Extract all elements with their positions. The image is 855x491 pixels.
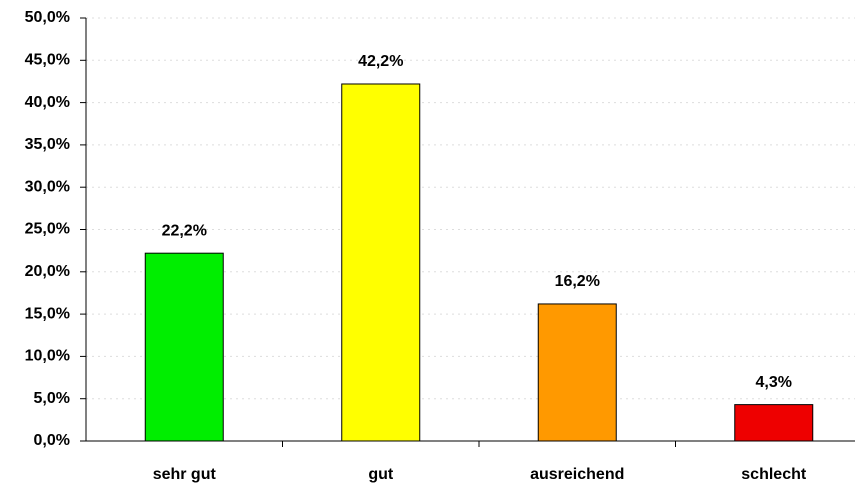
- bar: [734, 404, 814, 442]
- x-tick-label: sehr gut: [153, 466, 217, 483]
- y-tick-label: 10,0%: [25, 348, 70, 365]
- y-tick-label: 5,0%: [34, 390, 70, 407]
- y-tick-label: 35,0%: [25, 136, 70, 153]
- bar: [537, 303, 617, 442]
- y-tick-label: 45,0%: [25, 52, 70, 69]
- value-label: 22,2%: [162, 222, 207, 239]
- value-label: 42,2%: [358, 53, 403, 70]
- y-tick-label: 0,0%: [34, 432, 70, 449]
- y-tick-label: 25,0%: [25, 221, 70, 238]
- x-tick-label: ausreichend: [530, 466, 624, 483]
- bar: [341, 83, 421, 442]
- y-tick-label: 40,0%: [25, 94, 70, 111]
- bar: [144, 252, 224, 442]
- y-tick-label: 20,0%: [25, 263, 70, 280]
- x-tick-label: schlecht: [741, 466, 807, 483]
- value-label: 4,3%: [756, 374, 792, 391]
- y-tick-label: 30,0%: [25, 178, 70, 195]
- y-tick-label: 50,0%: [25, 9, 70, 26]
- value-label: 16,2%: [555, 273, 600, 290]
- x-tick-label: gut: [368, 466, 394, 483]
- y-tick-label: 15,0%: [25, 305, 70, 322]
